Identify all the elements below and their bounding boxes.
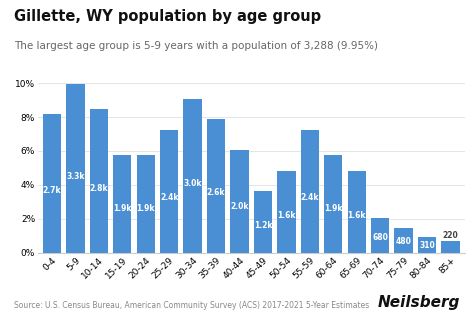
Text: Source: U.S. Census Bureau, American Community Survey (ACS) 2017-2021 5-Year Est: Source: U.S. Census Bureau, American Com… <box>14 301 369 310</box>
Text: 2.6k: 2.6k <box>207 188 225 197</box>
Text: 1.9k: 1.9k <box>137 204 155 214</box>
Bar <box>441 241 460 253</box>
Bar <box>183 99 202 253</box>
Bar <box>207 119 225 253</box>
Bar <box>277 171 295 253</box>
Text: 2.8k: 2.8k <box>90 184 108 193</box>
Bar <box>66 84 84 253</box>
Bar <box>347 171 366 253</box>
Text: 1.2k: 1.2k <box>254 221 272 230</box>
Bar <box>160 130 178 253</box>
Text: 1.6k: 1.6k <box>277 211 296 220</box>
Text: 2.0k: 2.0k <box>230 202 249 211</box>
Text: 310: 310 <box>419 241 435 250</box>
Text: 1.9k: 1.9k <box>324 204 343 214</box>
Bar <box>418 237 436 253</box>
Bar <box>254 191 272 253</box>
Bar <box>394 228 413 253</box>
Bar <box>137 155 155 253</box>
Text: 2.7k: 2.7k <box>43 186 61 195</box>
Text: 3.3k: 3.3k <box>66 172 85 181</box>
Text: 2.4k: 2.4k <box>301 193 319 202</box>
Bar <box>324 155 342 253</box>
Bar <box>43 114 61 253</box>
Text: 2.4k: 2.4k <box>160 193 178 202</box>
Text: 480: 480 <box>396 237 411 246</box>
Text: Neilsberg: Neilsberg <box>377 295 460 310</box>
Text: 220: 220 <box>443 231 458 240</box>
Bar <box>230 150 249 253</box>
Bar <box>90 109 108 253</box>
Text: 3.0k: 3.0k <box>183 179 202 188</box>
Bar <box>371 218 389 253</box>
Bar <box>113 155 131 253</box>
Text: Gillette, WY population by age group: Gillette, WY population by age group <box>14 9 321 24</box>
Text: 680: 680 <box>372 233 388 241</box>
Text: The largest age group is 5-9 years with a population of 3,288 (9.95%): The largest age group is 5-9 years with … <box>14 41 378 51</box>
Bar <box>301 130 319 253</box>
Text: 1.9k: 1.9k <box>113 204 132 214</box>
Text: 1.6k: 1.6k <box>347 211 366 220</box>
